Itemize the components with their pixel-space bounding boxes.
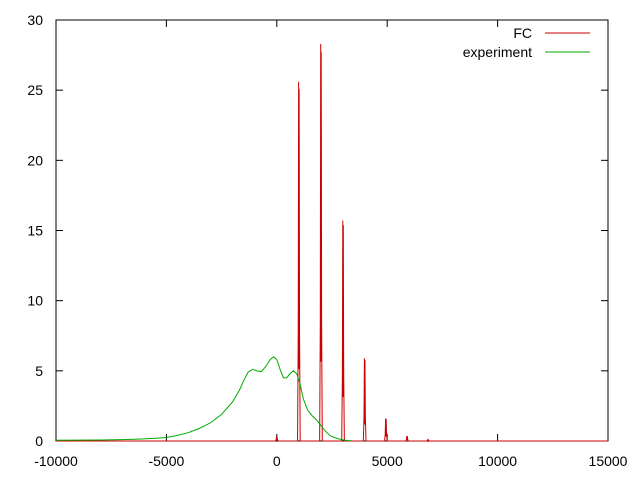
- series-layer: [55, 43, 608, 443]
- legend-label: FC: [513, 25, 532, 41]
- plot-frame: [55, 19, 609, 442]
- y-tick-label: 0: [35, 433, 43, 449]
- y-tick-label: 10: [27, 293, 43, 309]
- x-tick-label: 15000: [589, 453, 628, 469]
- x-tick-label: -10000: [34, 453, 78, 469]
- y-tick-label: 25: [27, 82, 43, 98]
- series-line-experiment: [55, 356, 352, 442]
- series-line-fc: [56, 43, 608, 443]
- y-tick-label: 30: [27, 12, 43, 28]
- axes-layer: -10000 -5000 0 5000 10000 15000 0 5 10 15 20 25 30: [27, 12, 627, 469]
- x-tick-label: 10000: [478, 453, 517, 469]
- legend-label: experiment: [463, 44, 532, 60]
- y-tick-label: 5: [35, 363, 43, 379]
- legend: FC experiment: [463, 25, 590, 60]
- x-tick-label: 0: [273, 453, 281, 469]
- y-tick-label: 15: [27, 223, 43, 239]
- y-tick-label: 20: [27, 152, 43, 168]
- x-tick-label: 5000: [372, 453, 403, 469]
- x-tick-label: -5000: [148, 453, 184, 469]
